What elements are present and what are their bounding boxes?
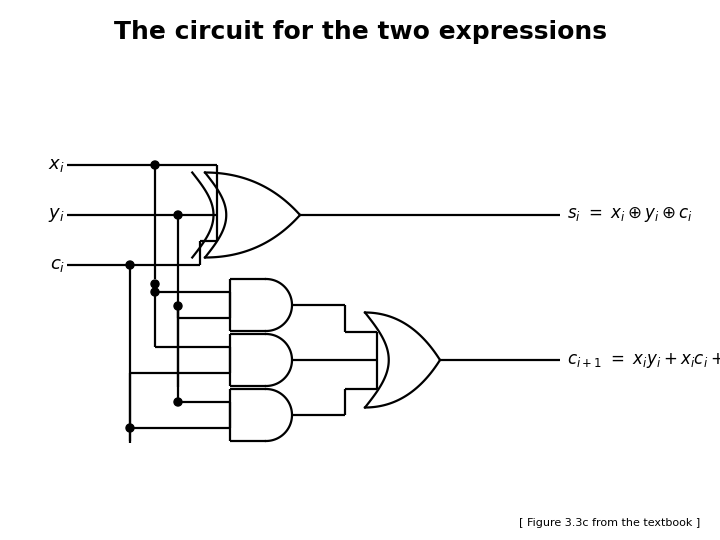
Text: [ Figure 3.3c from the textbook ]: [ Figure 3.3c from the textbook ]	[518, 518, 700, 528]
Text: $s_i\ =\ x_i \oplus y_i \oplus c_i$: $s_i\ =\ x_i \oplus y_i \oplus c_i$	[567, 206, 693, 225]
Circle shape	[151, 161, 159, 169]
Text: $c_{i+1}\ =\ x_iy_i + x_ic_i + y_ic_i$: $c_{i+1}\ =\ x_iy_i + x_ic_i + y_ic_i$	[567, 350, 720, 369]
Circle shape	[151, 280, 159, 288]
Text: The circuit for the two expressions: The circuit for the two expressions	[114, 20, 606, 44]
Circle shape	[174, 211, 182, 219]
Circle shape	[126, 261, 134, 269]
Circle shape	[174, 302, 182, 310]
Text: $c_i$: $c_i$	[50, 256, 65, 274]
Circle shape	[126, 424, 134, 432]
Text: $x_i$: $x_i$	[48, 156, 65, 174]
Text: $y_i$: $y_i$	[48, 206, 65, 224]
Circle shape	[174, 398, 182, 406]
Circle shape	[151, 288, 159, 296]
